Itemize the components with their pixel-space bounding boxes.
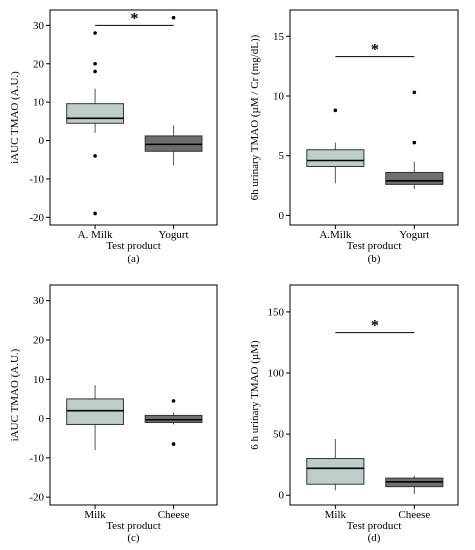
x-axis-label: Test product [347,240,402,252]
panel-caption: (d) [368,532,381,544]
y-tick-label: 100 [268,368,285,380]
y-tick-label: 0 [279,210,285,222]
outlier-point [93,154,97,158]
box-cheese [144,399,203,446]
outlier-point [333,108,338,113]
y-tick-label: 20 [33,335,45,347]
y-tick-label: 0 [39,413,45,425]
outlier-point [93,211,97,216]
box-a-milk [306,108,365,184]
box-body [306,149,365,167]
y-tick-label: 20 [33,58,45,70]
outlier-point [93,31,97,35]
y-tick-label: -20 [29,212,44,224]
y-tick-label: 15 [273,31,285,43]
panel-caption: (c) [127,532,140,544]
x-tick-label: Cheese [398,509,430,521]
y-tick-label: 10 [273,91,285,103]
y-axis-label: iAUC TMAO (A.U.) [9,348,21,441]
box-body [66,398,124,425]
box-body [385,171,444,185]
outlier-point [171,15,176,20]
plot-frame [49,284,218,506]
panel-caption: (b) [368,253,381,265]
box-milk [306,439,365,491]
x-tick-label: Yogurt [399,229,429,241]
y-tick-label: 10 [33,97,45,109]
x-tick-label: Cheese [158,509,190,521]
y-tick-label: -20 [29,492,44,504]
box-cheese [385,475,444,494]
outlier-point [171,399,176,403]
outlier-point [412,140,417,145]
significance-marker: * [130,10,138,27]
box-yogurt [385,90,444,190]
plot-frame [289,284,459,506]
outlier-point [412,90,417,95]
y-tick-label: 0 [39,135,45,147]
x-axis-label: Test product [347,520,402,532]
x-axis-label: Test product [106,520,161,532]
y-axis-label: 6h urinary TMAO (µM / Cr (mg/dL)) [249,34,261,200]
outlier-point [93,69,97,74]
outlier-point [93,61,97,66]
y-axis-label: 6 h urinary TMAO (µM) [249,340,261,450]
x-tick-label: Yogurt [159,229,189,241]
plot-frame [289,9,459,226]
y-axis-label: iAUC TMAO (A.U.) [9,71,21,164]
box-body [66,103,124,124]
box-milk [66,385,124,450]
x-axis-label: Test product [106,240,161,252]
y-tick-label: 0 [279,490,285,502]
plot-frame [49,9,218,226]
y-tick-label: -10 [29,452,44,464]
x-tick-label: Milk [325,509,347,521]
y-tick-label: 30 [33,20,45,32]
x-tick-label: A.Milk [319,229,352,241]
y-tick-label: 10 [33,374,45,386]
significance-marker: * [371,42,379,59]
significance-marker: * [371,318,379,335]
box-yogurt [144,15,203,166]
box-a-milk [66,31,124,216]
panel-caption: (a) [127,253,140,265]
outlier-point [171,442,176,446]
x-tick-label: A. Milk [78,229,113,241]
box-body [306,458,365,485]
y-tick-label: 50 [273,429,285,441]
y-tick-label: 5 [279,150,285,162]
y-tick-label: -10 [29,173,44,185]
y-tick-label: 150 [268,306,285,318]
y-tick-label: 30 [33,295,45,307]
x-tick-label: Milk [84,509,106,521]
